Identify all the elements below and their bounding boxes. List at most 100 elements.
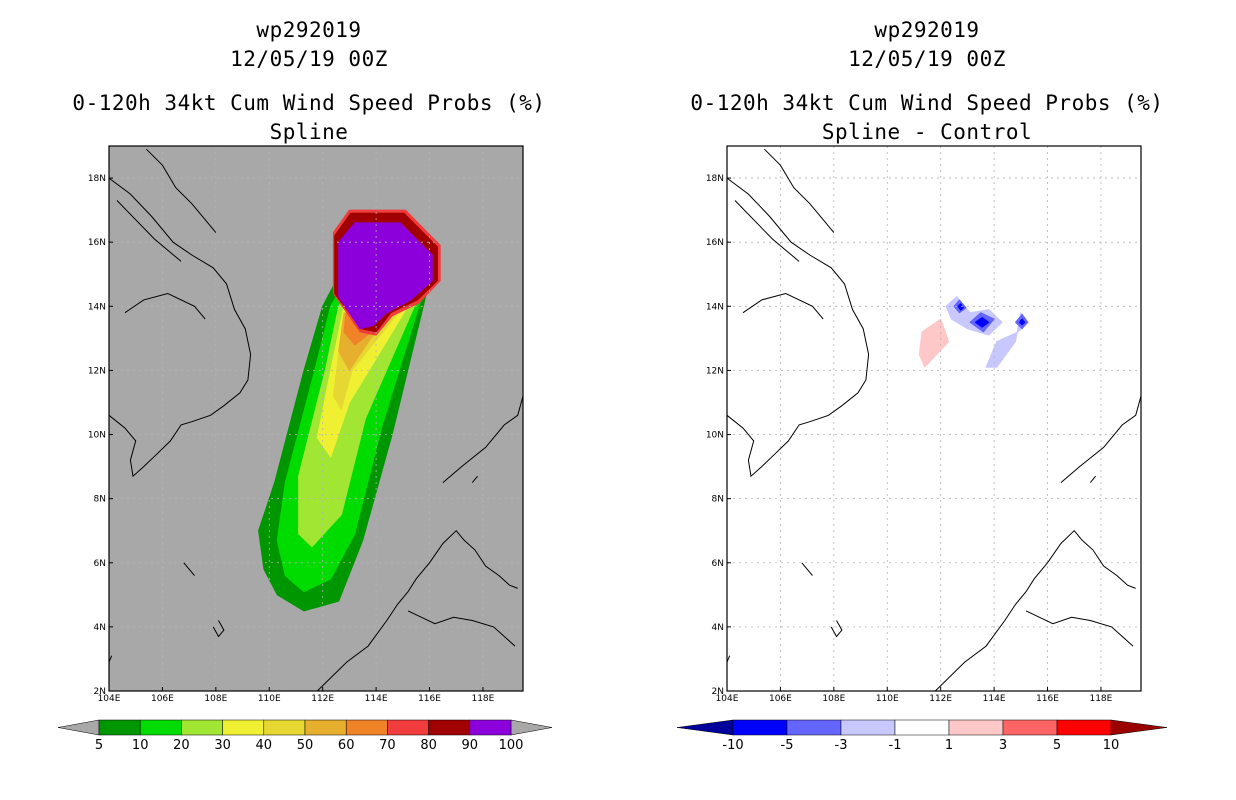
y-tick-label: 16N bbox=[706, 238, 724, 248]
colorbar-label: 10 bbox=[1103, 738, 1120, 753]
coastline bbox=[727, 177, 870, 478]
coastline bbox=[116, 200, 182, 262]
contour-level-neg5-8 bbox=[1019, 318, 1026, 326]
coastline bbox=[801, 562, 813, 576]
colorbar-label: 100 bbox=[499, 738, 524, 753]
x-tick-label: 106E bbox=[151, 694, 174, 704]
colorbar-label: -5 bbox=[781, 738, 794, 753]
x-tick-label: 112E bbox=[311, 694, 334, 704]
y-tick-label: 10N bbox=[706, 431, 724, 441]
x-tick-label: 104E bbox=[98, 694, 121, 704]
colorbar-swatch bbox=[387, 719, 429, 736]
colorbar-label: 5 bbox=[1053, 738, 1061, 753]
colorbar-swatch bbox=[98, 719, 141, 736]
y-tick-label: 10N bbox=[88, 431, 106, 441]
coastline bbox=[764, 148, 835, 233]
y-tick-label: 12N bbox=[88, 366, 106, 376]
colorbar-label: 60 bbox=[338, 738, 355, 753]
x-tick-label: 116E bbox=[418, 694, 441, 704]
chart-title-method: Spline - Control bbox=[821, 120, 1033, 144]
contour-level-1-0 bbox=[918, 318, 950, 368]
colorbar-label: 20 bbox=[173, 738, 190, 753]
x-tick-label: 106E bbox=[769, 694, 792, 704]
colorbar-swatch bbox=[948, 719, 1004, 736]
colorbar-label: 3 bbox=[999, 738, 1007, 753]
coastline bbox=[316, 529, 518, 691]
colorbar-swatch bbox=[840, 719, 896, 736]
contour-level-neg5-6 bbox=[957, 303, 964, 311]
y-tick-label: 12N bbox=[706, 366, 724, 376]
x-tick-label: 114E bbox=[983, 694, 1006, 704]
colorbar-label: 10 bbox=[132, 738, 149, 753]
chart-title-method: Spline bbox=[269, 120, 349, 144]
chart-title-date: 12/05/19 00Z bbox=[848, 47, 1006, 71]
colorbar-swatch bbox=[345, 719, 388, 736]
colorbar-end-triangle bbox=[1110, 719, 1168, 736]
coastline bbox=[146, 148, 217, 233]
right-chart-panel: wp292019 12/05/19 00Z 0-120h 34kt Cum Wi… bbox=[618, 0, 1236, 800]
y-tick-label: 8N bbox=[712, 495, 724, 505]
chart-title-product: 0-120h 34kt Cum Wind Speed Probs (%) bbox=[72, 91, 546, 115]
colorbar-label: 90 bbox=[462, 738, 479, 753]
probability-map: 104E 106E 108E 110E 112E 114E 116E 118E 2N 4N 6N 8N… bbox=[57, 145, 553, 753]
coastline bbox=[1089, 475, 1096, 483]
coastline bbox=[1060, 395, 1141, 483]
x-tick-label: 118E bbox=[471, 694, 494, 704]
coastline bbox=[442, 395, 523, 483]
colorbar: -10 -5 -3 -1 1 3 5 10 bbox=[676, 719, 1168, 753]
coastline bbox=[742, 292, 824, 320]
x-tick-label: 116E bbox=[1036, 694, 1059, 704]
chart-title-storm-id: wp292019 bbox=[256, 18, 362, 42]
colorbar-swatch bbox=[786, 719, 842, 736]
colorbar-swatch bbox=[732, 719, 788, 736]
chart-title-product: 0-120h 34kt Cum Wind Speed Probs (%) bbox=[690, 91, 1164, 115]
contour-level-90-9 bbox=[338, 222, 433, 330]
colorbar-swatch bbox=[469, 719, 512, 736]
colorbar-swatch bbox=[1002, 719, 1058, 736]
x-tick-label: 108E bbox=[822, 694, 845, 704]
colorbar-label: -10 bbox=[722, 738, 743, 753]
y-tick-label: 2N bbox=[94, 687, 106, 697]
coastline bbox=[934, 529, 1136, 691]
colorbar-label: 5 bbox=[95, 738, 103, 753]
coastline bbox=[212, 620, 225, 638]
x-tick-label: 104E bbox=[716, 694, 739, 704]
y-tick-label: 4N bbox=[712, 623, 724, 633]
coastline bbox=[124, 292, 206, 320]
colorbar-label: 80 bbox=[420, 738, 437, 753]
colorbar-swatch bbox=[222, 719, 265, 736]
colorbar-label: 40 bbox=[256, 738, 273, 753]
coastline bbox=[1025, 610, 1134, 647]
colorbar-swatch bbox=[263, 719, 306, 736]
coastline bbox=[734, 200, 800, 262]
x-tick-label: 110E bbox=[876, 694, 899, 704]
y-tick-label: 2N bbox=[712, 687, 724, 697]
map-frame bbox=[726, 145, 1142, 692]
coastline bbox=[109, 177, 252, 478]
colorbar: 5 10 20 30 40 50 60 70 80 90 100 bbox=[57, 719, 553, 753]
coastline bbox=[830, 620, 843, 638]
chart-title-storm-id: wp292019 bbox=[874, 18, 980, 42]
colorbar-end-triangle bbox=[676, 719, 734, 736]
colorbar-swatch bbox=[304, 719, 347, 736]
contour-level-neg5-7 bbox=[974, 317, 990, 328]
x-tick-label: 112E bbox=[929, 694, 952, 704]
y-tick-label: 4N bbox=[94, 623, 106, 633]
colorbar-label: 30 bbox=[214, 738, 231, 753]
x-tick-label: 108E bbox=[204, 694, 227, 704]
colorbar-label: 70 bbox=[379, 738, 396, 753]
y-tick-label: 18N bbox=[88, 174, 106, 184]
x-tick-label: 118E bbox=[1089, 694, 1112, 704]
coastline bbox=[471, 475, 478, 483]
coastline bbox=[183, 562, 195, 576]
y-tick-label: 16N bbox=[88, 238, 106, 248]
colorbar-label: 1 bbox=[945, 738, 953, 753]
y-tick-label: 6N bbox=[94, 559, 106, 569]
colorbar-end-triangle bbox=[510, 719, 553, 736]
colorbar-swatch bbox=[139, 719, 182, 736]
colorbar-swatch bbox=[181, 719, 223, 736]
x-tick-label: 114E bbox=[365, 694, 388, 704]
y-tick-label: 6N bbox=[712, 559, 724, 569]
y-tick-label: 8N bbox=[94, 495, 106, 505]
colorbar-label: 50 bbox=[297, 738, 314, 753]
